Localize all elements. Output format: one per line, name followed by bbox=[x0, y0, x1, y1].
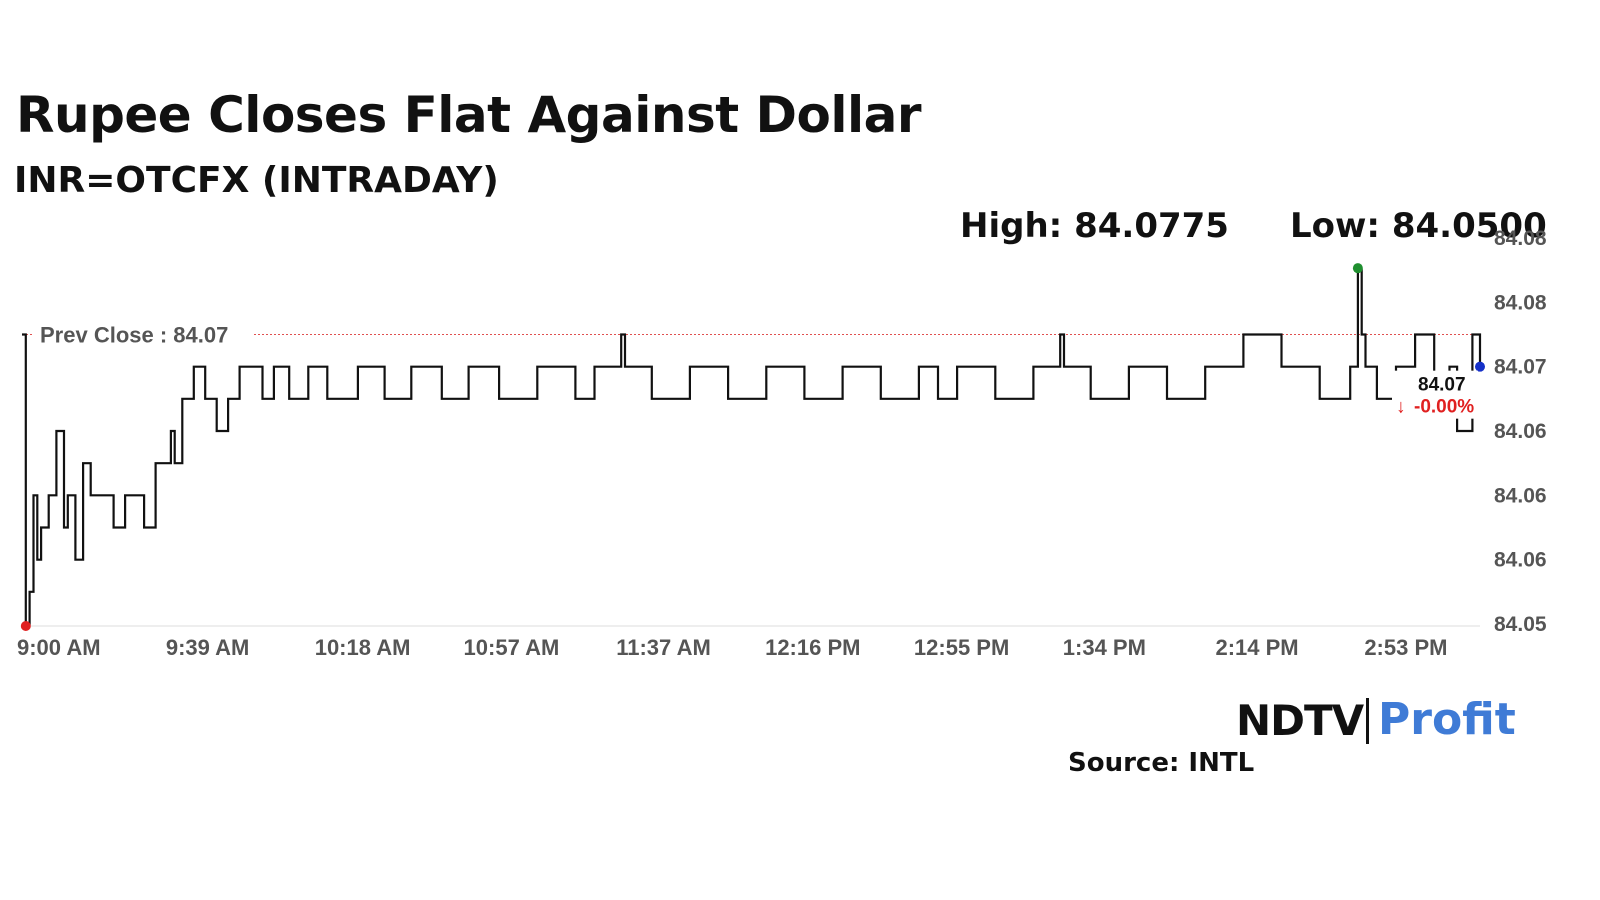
chart-subtitle: INR=OTCFX (INTRADAY) bbox=[14, 160, 499, 201]
x-tick-label: 9:00 AM bbox=[17, 635, 101, 660]
low-stat: Low: 84.0500 bbox=[1290, 206, 1547, 246]
y-tick-label: 84.08 bbox=[1494, 291, 1547, 314]
high-stat: High: 84.0775 bbox=[960, 206, 1229, 246]
y-tick-label: 84.05 bbox=[1494, 613, 1547, 636]
y-tick-label: 84.07 bbox=[1494, 356, 1547, 379]
brand-profit: Profit bbox=[1378, 694, 1516, 745]
prev-close-label-bg bbox=[32, 319, 254, 350]
chart-title: Rupee Closes Flat Against Dollar bbox=[16, 86, 922, 144]
prev-close-label: Prev Close : 84.07 bbox=[40, 323, 228, 348]
y-tick-label: 84.06 bbox=[1494, 484, 1547, 507]
x-tick-label: 9:39 AM bbox=[166, 635, 250, 660]
y-tick-label: 84.06 bbox=[1494, 549, 1547, 572]
intraday-chart: Prev Close : 84.07 84.08 84.08 84.07 84.06 8… bbox=[17, 227, 1547, 660]
x-tick-label: 12:55 PM bbox=[914, 635, 1009, 660]
last-value-label: 84.07 bbox=[1418, 375, 1466, 396]
last-value-bg bbox=[1392, 370, 1478, 419]
brand-divider bbox=[1366, 698, 1369, 744]
x-tick-label: 11:37 AM bbox=[616, 635, 711, 660]
source-note: Source: INTL bbox=[1068, 748, 1255, 778]
x-tick-label: 10:57 AM bbox=[464, 635, 560, 660]
y-tick-label: 84.06 bbox=[1494, 420, 1547, 443]
low-point-marker bbox=[20, 621, 31, 631]
x-tick-label: 1:34 PM bbox=[1063, 635, 1146, 660]
x-tick-label: 12:16 PM bbox=[765, 635, 860, 660]
price-line bbox=[22, 269, 1482, 626]
x-tick-label: 2:53 PM bbox=[1364, 635, 1447, 660]
brand-ndtv: NDTV bbox=[1236, 696, 1364, 745]
x-tick-label: 2:14 PM bbox=[1215, 635, 1298, 660]
x-tick-label: 10:18 AM bbox=[315, 635, 411, 660]
last-point-marker bbox=[1475, 361, 1485, 372]
y-tick-label: 84.08 bbox=[1494, 227, 1547, 250]
high-point-marker bbox=[1352, 263, 1363, 274]
last-change-label: -0.00% bbox=[1414, 397, 1474, 418]
down-arrow-icon: ↓ bbox=[1396, 397, 1406, 418]
